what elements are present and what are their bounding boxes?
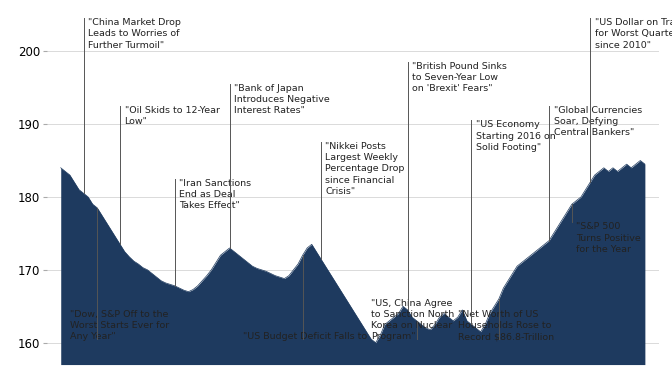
Text: "US, China Agree
to Sanction North
Korea on Nuclear
Program": "US, China Agree to Sanction North Korea…	[371, 299, 454, 341]
Text: "Oil Skids to 12-Year
Low": "Oil Skids to 12-Year Low"	[124, 106, 220, 126]
Text: "China Market Drop
Leads to Worries of
Further Turmoil": "China Market Drop Leads to Worries of F…	[88, 18, 181, 49]
Text: "US Economy
Starting 2016 on
Solid Footing": "US Economy Starting 2016 on Solid Footi…	[476, 121, 556, 152]
Text: "Global Currencies
Soar, Defying
Central Bankers": "Global Currencies Soar, Defying Central…	[554, 106, 642, 137]
Text: "Net Worth of US
Households Rose to
Record $86.8-Trillion: "Net Worth of US Households Rose to Reco…	[458, 310, 554, 341]
Text: "Iran Sanctions
End as Deal
Takes Effect": "Iran Sanctions End as Deal Takes Effect…	[179, 179, 251, 210]
Text: "US Dollar on Track
for Worst Quarter
since 2010": "US Dollar on Track for Worst Quarter si…	[595, 18, 672, 49]
Text: "S&P 500
Turns Positive
for the Year: "S&P 500 Turns Positive for the Year	[577, 222, 641, 254]
Text: "Dow, S&P Off to the
Worst Starts Ever for
Any Year": "Dow, S&P Off to the Worst Starts Ever f…	[70, 310, 169, 341]
Text: "US Budget Deficit Falls to: "US Budget Deficit Falls to	[243, 332, 368, 341]
Text: "Nikkei Posts
Largest Weekly
Percentage Drop
since Financial
Crisis": "Nikkei Posts Largest Weekly Percentage …	[325, 142, 405, 196]
Text: "British Pound Sinks
to Seven-Year Low
on 'Brexit' Fears": "British Pound Sinks to Seven-Year Low o…	[412, 62, 507, 93]
Text: "Bank of Japan
Introduces Negative
Interest Rates": "Bank of Japan Introduces Negative Inter…	[234, 84, 330, 115]
